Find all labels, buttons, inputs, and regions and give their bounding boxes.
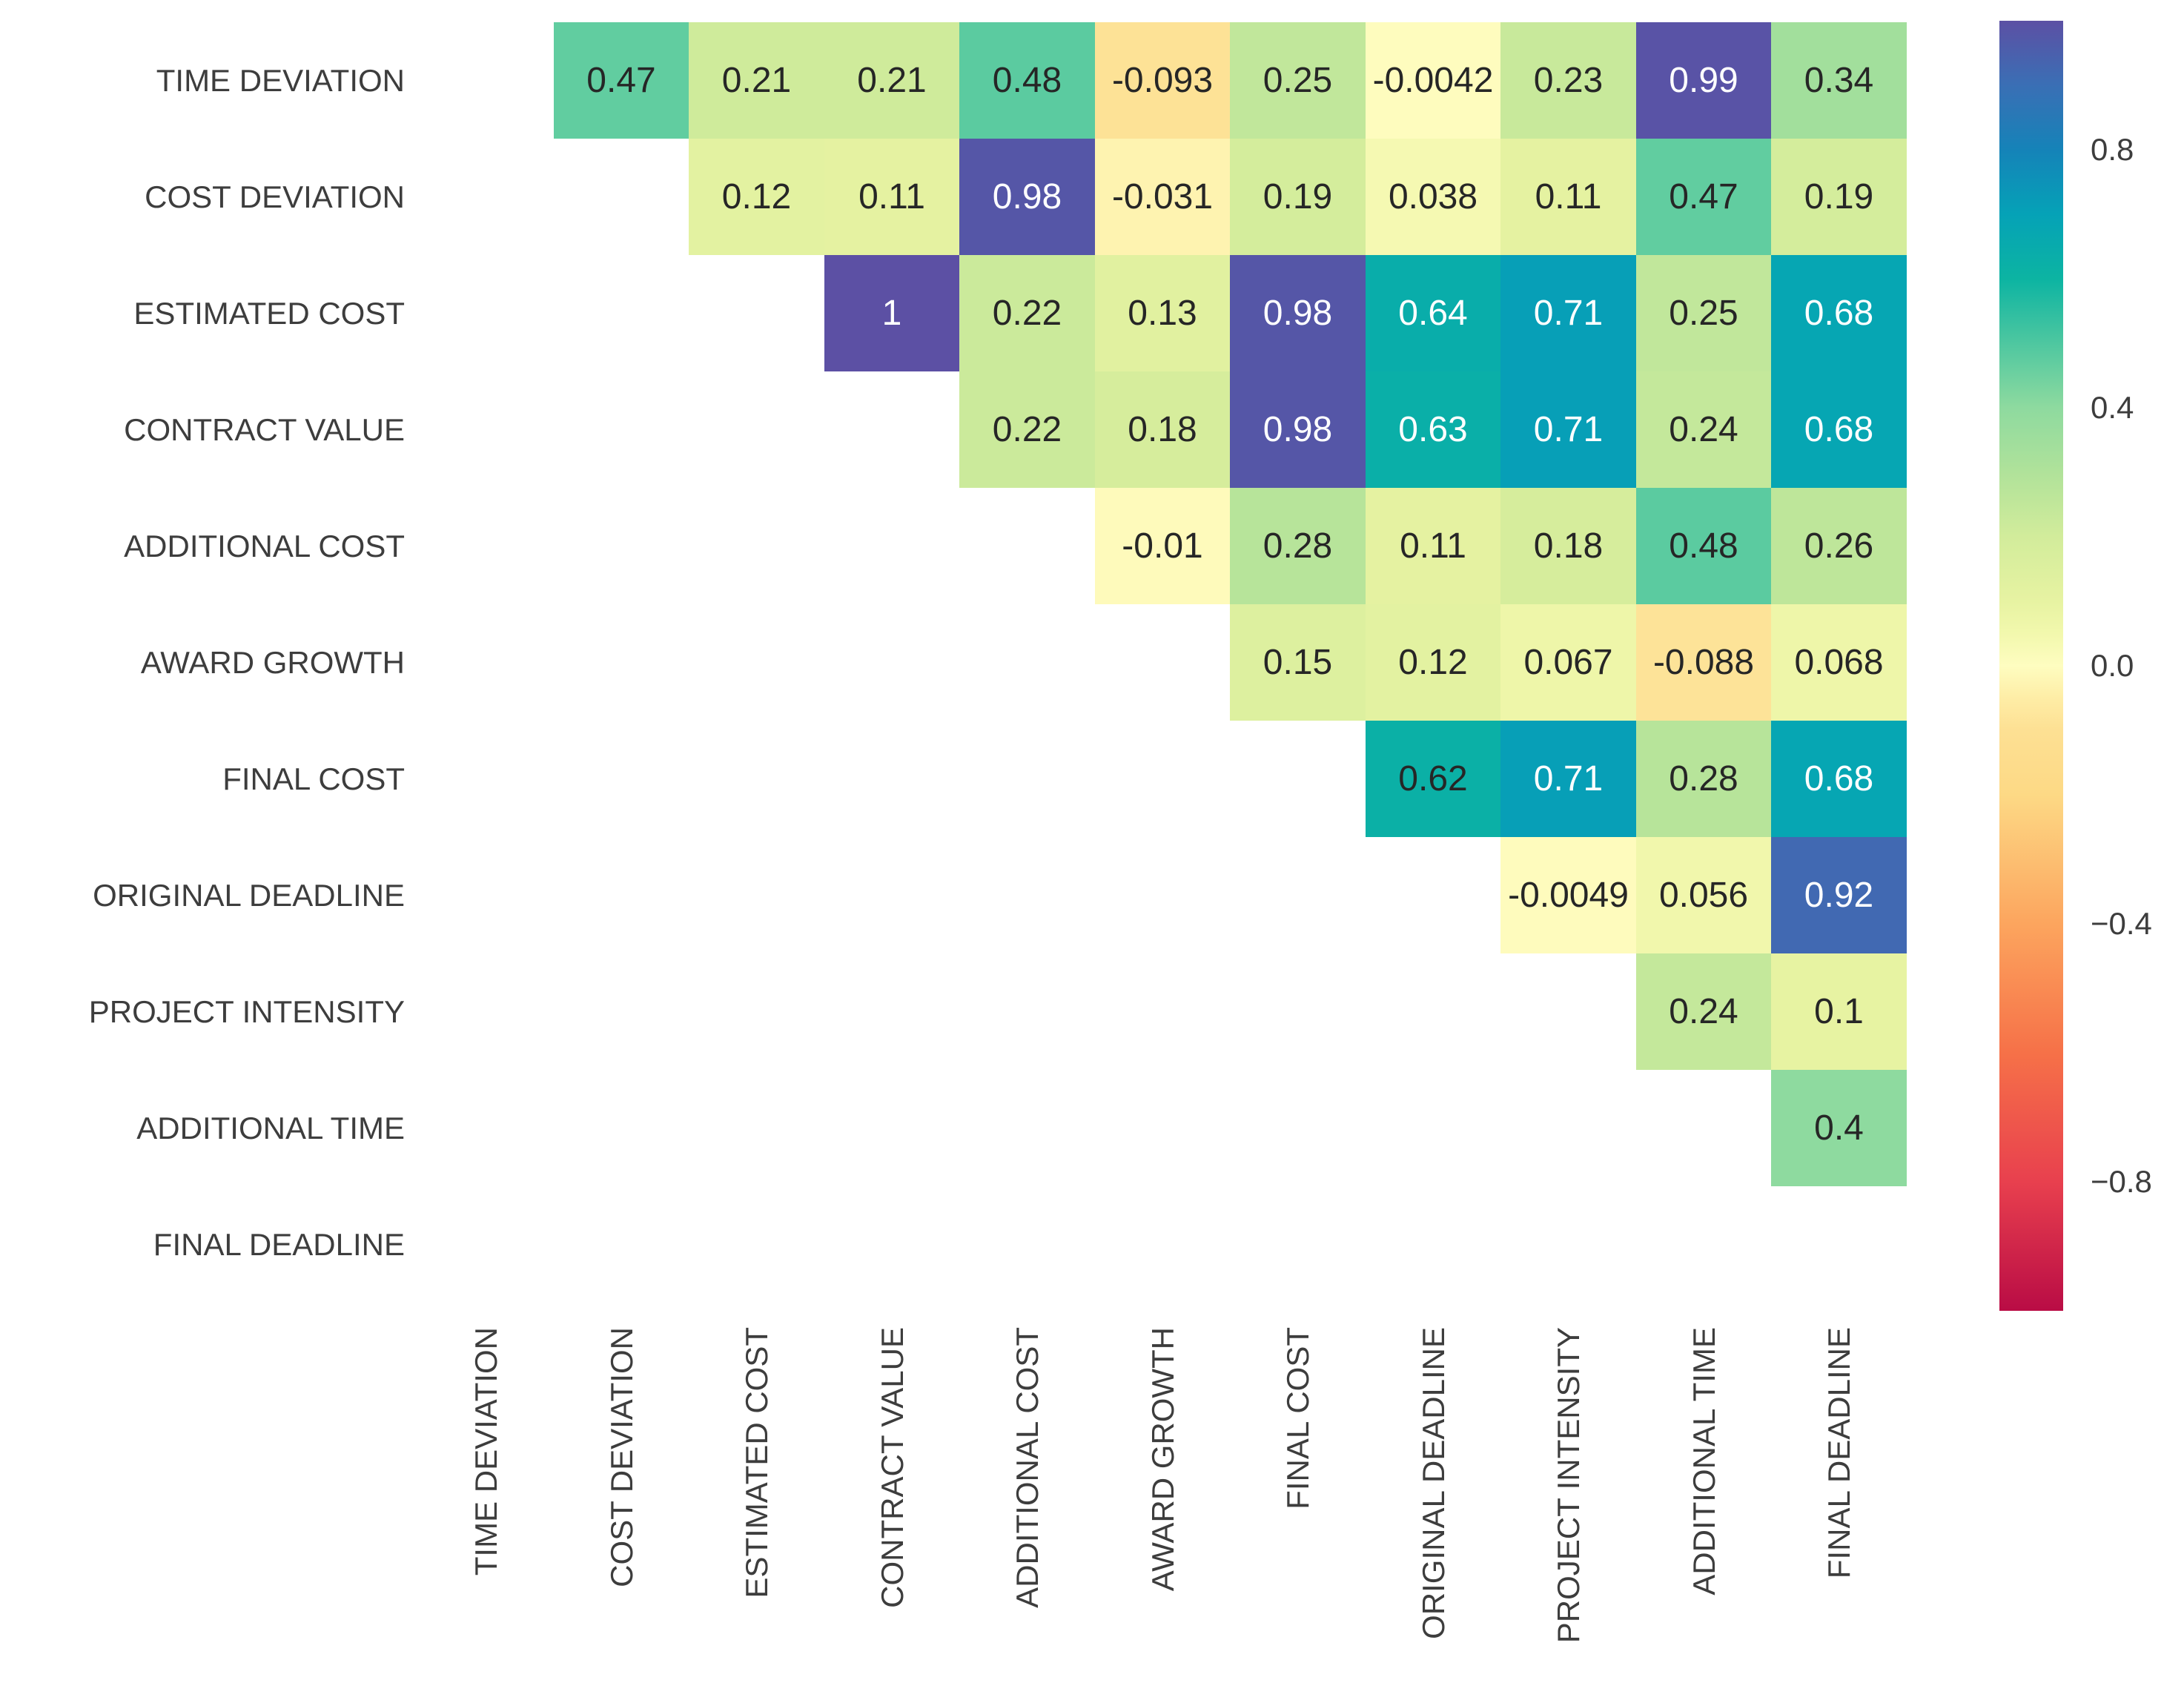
heatmap-cell-estimated-cost-x-final-cost: 0.98 bbox=[1230, 255, 1366, 371]
col-label-project-intensity: PROJECT INTENSITY bbox=[1550, 1327, 1586, 1644]
heatmap-cell-final-cost-x-project-intensity: 0.71 bbox=[1500, 721, 1636, 837]
heatmap-cell-original-deadline-x-additional-time: 0.056 bbox=[1636, 837, 1771, 953]
col-label-wrap-cost-deviation: COST DEVIATION bbox=[554, 1327, 689, 1587]
row-label-contract-value: CONTRACT VALUE bbox=[124, 411, 405, 447]
heatmap-cell-original-deadline-x-project-intensity: -0.0049 bbox=[1500, 837, 1636, 953]
heatmap-cell-cost-deviation-x-original-deadline: 0.038 bbox=[1366, 139, 1500, 255]
col-label-original-deadline: ORIGINAL DEADLINE bbox=[1415, 1327, 1451, 1639]
heatmap-cell-time-deviation-x-contract-value: 0.21 bbox=[824, 22, 959, 139]
heatmap-cell-award-growth-x-project-intensity: 0.067 bbox=[1500, 604, 1636, 721]
col-label-wrap-time-deviation: TIME DEVIATION bbox=[418, 1327, 554, 1575]
col-label-wrap-project-intensity: PROJECT INTENSITY bbox=[1500, 1327, 1636, 1643]
heatmap-cell-cost-deviation-x-final-cost: 0.19 bbox=[1230, 139, 1366, 255]
heatmap-cell-project-intensity-x-final-deadline: 0.1 bbox=[1771, 953, 1907, 1070]
heatmap-cell-contract-value-x-award-growth: 0.18 bbox=[1095, 371, 1230, 488]
col-label-wrap-award-growth: AWARD GROWTH bbox=[1095, 1327, 1231, 1591]
heatmap-cell-award-growth-x-additional-time: -0.088 bbox=[1636, 604, 1771, 721]
heatmap-cell-time-deviation-x-project-intensity: 0.23 bbox=[1500, 22, 1636, 139]
heatmap-cell-time-deviation-x-estimated-cost: 0.21 bbox=[689, 22, 824, 139]
heatmap-cell-time-deviation-x-final-deadline: 0.34 bbox=[1771, 22, 1907, 139]
heatmap-cell-additional-cost-x-final-cost: 0.28 bbox=[1230, 488, 1366, 604]
heatmap-cell-award-growth-x-original-deadline: 0.12 bbox=[1366, 604, 1500, 721]
colorbar-tick-0-8: 0.8 bbox=[2091, 132, 2134, 167]
colorbar-gradient bbox=[1999, 21, 2063, 1311]
colorbar-tick--0-4: −0.4 bbox=[2091, 906, 2152, 941]
heatmap-cell-time-deviation-x-award-growth: -0.093 bbox=[1095, 22, 1230, 139]
heatmap-cell-cost-deviation-x-estimated-cost: 0.12 bbox=[689, 139, 824, 255]
col-label-wrap-additional-cost: ADDITIONAL COST bbox=[959, 1327, 1095, 1608]
col-label-wrap-final-cost: FINAL COST bbox=[1230, 1327, 1366, 1510]
col-label-cost-deviation: COST DEVIATION bbox=[603, 1327, 639, 1587]
col-label-wrap-contract-value: CONTRACT VALUE bbox=[824, 1327, 960, 1608]
heatmap-cell-contract-value-x-additional-cost: 0.22 bbox=[959, 371, 1095, 488]
heatmap-cell-estimated-cost-x-additional-cost: 0.22 bbox=[959, 255, 1095, 371]
col-label-wrap-original-deadline: ORIGINAL DEADLINE bbox=[1366, 1327, 1501, 1639]
row-label-additional-time: ADDITIONAL TIME bbox=[136, 1110, 405, 1145]
heatmap-cell-cost-deviation-x-additional-cost: 0.98 bbox=[959, 139, 1095, 255]
heatmap-cell-final-cost-x-original-deadline: 0.62 bbox=[1366, 721, 1500, 837]
heatmap-cell-cost-deviation-x-contract-value: 0.11 bbox=[824, 139, 959, 255]
row-label-final-deadline: FINAL DEADLINE bbox=[153, 1226, 405, 1262]
col-label-contract-value: CONTRACT VALUE bbox=[874, 1327, 910, 1608]
heatmap-cell-contract-value-x-final-cost: 0.98 bbox=[1230, 371, 1366, 488]
row-label-final-cost: FINAL COST bbox=[222, 761, 405, 796]
heatmap-cell-cost-deviation-x-award-growth: -0.031 bbox=[1095, 139, 1230, 255]
heatmap-cell-estimated-cost-x-original-deadline: 0.64 bbox=[1366, 255, 1500, 371]
heatmap-cell-estimated-cost-x-final-deadline: 0.68 bbox=[1771, 255, 1907, 371]
row-label-estimated-cost: ESTIMATED COST bbox=[133, 295, 405, 331]
heatmap-cell-contract-value-x-additional-time: 0.24 bbox=[1636, 371, 1771, 488]
heatmap-cell-project-intensity-x-additional-time: 0.24 bbox=[1636, 953, 1771, 1070]
heatmap-cell-award-growth-x-final-deadline: 0.068 bbox=[1771, 604, 1907, 721]
heatmap-cell-estimated-cost-x-award-growth: 0.13 bbox=[1095, 255, 1230, 371]
colorbar-tick-0-4: 0.4 bbox=[2091, 390, 2134, 425]
col-label-additional-cost: ADDITIONAL COST bbox=[1009, 1327, 1045, 1608]
heatmap-cell-additional-cost-x-project-intensity: 0.18 bbox=[1500, 488, 1636, 604]
colorbar-tick-0-0: 0.0 bbox=[2091, 648, 2134, 683]
col-label-final-deadline: FINAL DEADLINE bbox=[1821, 1327, 1856, 1579]
heatmap-cell-time-deviation-x-original-deadline: -0.0042 bbox=[1366, 22, 1500, 139]
heatmap-cell-time-deviation-x-additional-cost: 0.48 bbox=[959, 22, 1095, 139]
heatmap-cell-additional-cost-x-award-growth: -0.01 bbox=[1095, 488, 1230, 604]
heatmap-cell-estimated-cost-x-contract-value: 1 bbox=[824, 255, 959, 371]
row-label-original-deadline: ORIGINAL DEADLINE bbox=[93, 877, 405, 913]
heatmap-cell-cost-deviation-x-additional-time: 0.47 bbox=[1636, 139, 1771, 255]
heatmap-cell-original-deadline-x-final-deadline: 0.92 bbox=[1771, 837, 1907, 953]
col-label-wrap-final-deadline: FINAL DEADLINE bbox=[1771, 1327, 1907, 1578]
row-label-cost-deviation: COST DEVIATION bbox=[145, 179, 405, 214]
heatmap-cell-contract-value-x-original-deadline: 0.63 bbox=[1366, 371, 1500, 488]
heatmap-cell-time-deviation-x-final-cost: 0.25 bbox=[1230, 22, 1366, 139]
col-label-wrap-estimated-cost: ESTIMATED COST bbox=[689, 1327, 824, 1598]
heatmap-cell-estimated-cost-x-project-intensity: 0.71 bbox=[1500, 255, 1636, 371]
heatmap-cell-time-deviation-x-additional-time: 0.99 bbox=[1636, 22, 1771, 139]
heatmap-cell-award-growth-x-final-cost: 0.15 bbox=[1230, 604, 1366, 721]
col-label-additional-time: ADDITIONAL TIME bbox=[1686, 1327, 1721, 1596]
row-label-time-deviation: TIME DEVIATION bbox=[156, 62, 405, 98]
colorbar-tick--0-8: −0.8 bbox=[2091, 1164, 2152, 1199]
heatmap-cell-final-cost-x-final-deadline: 0.68 bbox=[1771, 721, 1907, 837]
col-label-award-growth: AWARD GROWTH bbox=[1145, 1327, 1180, 1592]
col-label-estimated-cost: ESTIMATED COST bbox=[738, 1327, 774, 1598]
heatmap-cell-contract-value-x-project-intensity: 0.71 bbox=[1500, 371, 1636, 488]
row-label-award-growth: AWARD GROWTH bbox=[140, 644, 405, 680]
heatmap-cell-additional-time-x-final-deadline: 0.4 bbox=[1771, 1070, 1907, 1186]
heatmap-cell-time-deviation-x-cost-deviation: 0.47 bbox=[554, 22, 689, 139]
heatmap-cell-cost-deviation-x-project-intensity: 0.11 bbox=[1500, 139, 1636, 255]
col-label-time-deviation: TIME DEVIATION bbox=[468, 1327, 503, 1576]
heatmap-cell-additional-cost-x-additional-time: 0.48 bbox=[1636, 488, 1771, 604]
heatmap-cell-cost-deviation-x-final-deadline: 0.19 bbox=[1771, 139, 1907, 255]
heatmap-cell-contract-value-x-final-deadline: 0.68 bbox=[1771, 371, 1907, 488]
heatmap-cell-additional-cost-x-final-deadline: 0.26 bbox=[1771, 488, 1907, 604]
heatmap-cell-estimated-cost-x-additional-time: 0.25 bbox=[1636, 255, 1771, 371]
col-label-wrap-additional-time: ADDITIONAL TIME bbox=[1636, 1327, 1772, 1596]
col-label-final-cost: FINAL COST bbox=[1280, 1327, 1315, 1510]
heatmap-cell-final-cost-x-additional-time: 0.28 bbox=[1636, 721, 1771, 837]
row-label-additional-cost: ADDITIONAL COST bbox=[124, 528, 405, 563]
row-label-project-intensity: PROJECT INTENSITY bbox=[88, 993, 405, 1029]
heatmap-cell-additional-cost-x-original-deadline: 0.11 bbox=[1366, 488, 1500, 604]
